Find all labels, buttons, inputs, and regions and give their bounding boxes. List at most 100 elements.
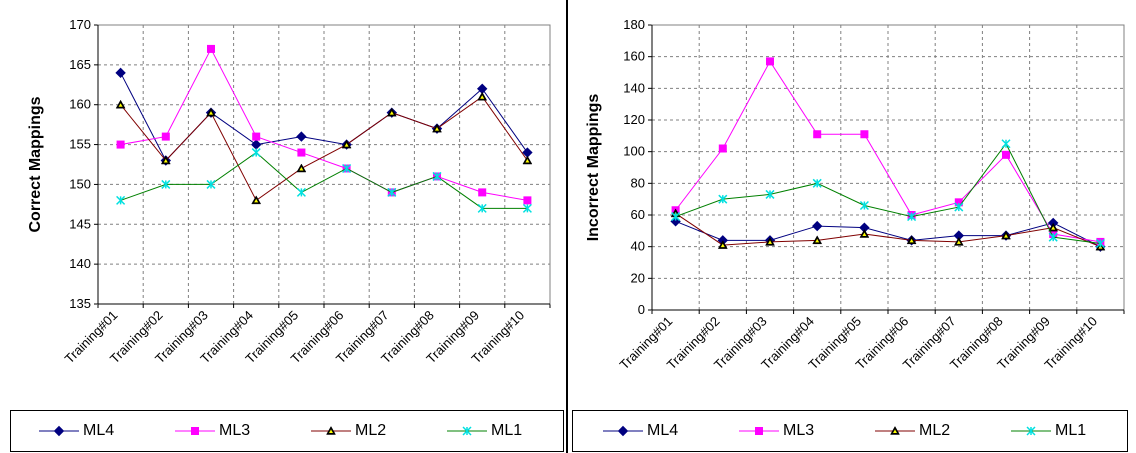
data-point-ml1 <box>161 179 171 189</box>
legend-item-ml4: ML4 <box>603 411 678 451</box>
legend-swatch-ml1 <box>447 426 487 436</box>
y-tick-label: 0 <box>638 302 645 317</box>
legend-marker-ml3 <box>191 427 199 435</box>
data-point-ml3 <box>207 44 215 53</box>
legend-swatch-ml2 <box>311 425 351 435</box>
data-point-ml1 <box>206 179 216 189</box>
panel-divider <box>566 0 568 453</box>
data-point-ml3 <box>116 140 125 149</box>
legend-item-ml3: ML3 <box>175 411 250 451</box>
data-point-ml2-fill <box>720 243 725 248</box>
y-tick-label: 100 <box>623 144 645 159</box>
y-tick-label: 140 <box>69 256 91 271</box>
data-point-ml2-fill <box>254 198 259 203</box>
data-point-ml3 <box>252 132 261 141</box>
legend-marker-ml3 <box>755 427 763 435</box>
y-tick-label: 120 <box>623 112 645 127</box>
legend-item-ml2: ML2 <box>311 411 386 451</box>
series-ml2 <box>670 208 1106 251</box>
data-point-ml3 <box>1002 150 1010 159</box>
data-point-ml1 <box>251 148 261 158</box>
legend-swatch-ml1 <box>1011 426 1051 436</box>
y-axis-title: Correct Mappings <box>27 96 44 232</box>
legend-item-ml1: ML1 <box>1011 411 1086 451</box>
legend-label-ml2: ML2 <box>355 422 387 439</box>
data-point-ml2-fill <box>480 95 485 99</box>
y-tick-label: 60 <box>631 207 645 222</box>
data-point-ml2-fill <box>344 143 349 147</box>
data-point-ml1 <box>296 187 306 197</box>
data-point-ml1 <box>671 212 681 222</box>
legend-marker-ml1 <box>1026 426 1036 436</box>
data-point-ml3 <box>813 130 822 139</box>
data-point-ml1 <box>1048 232 1058 242</box>
data-point-ml2-fill <box>299 166 304 171</box>
data-point-ml2-fill <box>909 238 914 243</box>
legend-label-ml1: ML1 <box>1055 422 1087 439</box>
data-point-ml2-fill <box>209 111 213 115</box>
y-tick-label: 80 <box>631 175 645 190</box>
data-point-ml1 <box>1001 139 1011 149</box>
series-line-ml2 <box>675 213 1101 248</box>
y-tick-label: 40 <box>631 239 645 254</box>
y-tick-label: 160 <box>69 97 91 112</box>
data-point-ml2-fill <box>1051 226 1056 230</box>
legend-marker-ml2-fill <box>893 429 897 433</box>
series-line-ml2 <box>120 96 528 202</box>
data-point-ml1 <box>477 203 487 213</box>
data-point-ml1 <box>765 189 775 199</box>
legend-marker-ml1 <box>462 426 472 436</box>
series-ml2 <box>115 91 533 205</box>
y-tick-label: 135 <box>69 296 91 311</box>
data-point-ml2-fill <box>1004 234 1008 238</box>
data-point-ml2-fill <box>525 159 530 163</box>
legend-item-ml1: ML1 <box>447 411 522 451</box>
data-point-ml1 <box>812 178 822 188</box>
data-point-ml3 <box>161 132 170 141</box>
series-ml1 <box>116 148 532 213</box>
legend-swatch-ml3 <box>175 427 215 435</box>
data-point-ml3 <box>766 57 774 66</box>
correct-mappings-legend: ML4 ML3 ML2 ML1 <box>10 410 564 452</box>
series-ml1 <box>671 139 1105 249</box>
data-point-ml2-fill <box>163 159 168 163</box>
legend-swatch-ml4 <box>39 425 79 437</box>
legend-marker-ml4 <box>617 425 629 437</box>
plot-area <box>652 25 1124 310</box>
series-line-ml3 <box>120 47 528 201</box>
data-point-ml2-fill <box>768 240 772 244</box>
legend-label-ml1: ML1 <box>491 422 523 439</box>
y-tick-label: 170 <box>69 17 91 32</box>
data-point-ml2-fill <box>118 103 123 107</box>
series-line-ml4 <box>675 220 1101 248</box>
data-point-ml1 <box>718 194 728 204</box>
data-point-ml2-fill <box>815 238 820 243</box>
y-tick-label: 180 <box>623 17 645 32</box>
legend-label-ml3: ML3 <box>783 422 815 439</box>
y-tick-label: 150 <box>69 176 91 191</box>
y-tick-label: 160 <box>623 49 645 64</box>
data-point-ml2-fill <box>956 240 961 244</box>
data-point-ml1 <box>907 212 917 222</box>
series-line-ml1 <box>675 142 1101 244</box>
legend-label-ml4: ML4 <box>647 422 679 439</box>
y-axis-title: Incorrect Mappings <box>585 94 602 242</box>
data-point-ml2-fill <box>389 111 394 115</box>
legend-item-ml2: ML2 <box>875 411 950 451</box>
y-tick-label: 155 <box>69 137 91 152</box>
legend-swatch-ml2 <box>875 425 915 435</box>
data-point-ml3 <box>860 130 869 139</box>
y-tick-label: 20 <box>631 270 645 285</box>
data-point-ml1 <box>522 203 532 213</box>
legend-item-ml4: ML4 <box>39 411 114 451</box>
incorrect-mappings-legend: ML4 ML3 ML2 ML1 <box>572 410 1128 452</box>
data-point-ml3 <box>718 144 727 153</box>
series-ml3 <box>671 57 1105 246</box>
y-tick-label: 145 <box>69 216 91 231</box>
data-point-ml1 <box>116 195 126 205</box>
legend-label-ml3: ML3 <box>219 422 251 439</box>
data-point-ml4 <box>296 131 307 142</box>
correct-mappings-chart: 135140145150155160165170Training#01Train… <box>27 17 551 366</box>
legend-marker-ml2-fill <box>329 429 333 433</box>
data-point-ml1 <box>859 200 869 211</box>
